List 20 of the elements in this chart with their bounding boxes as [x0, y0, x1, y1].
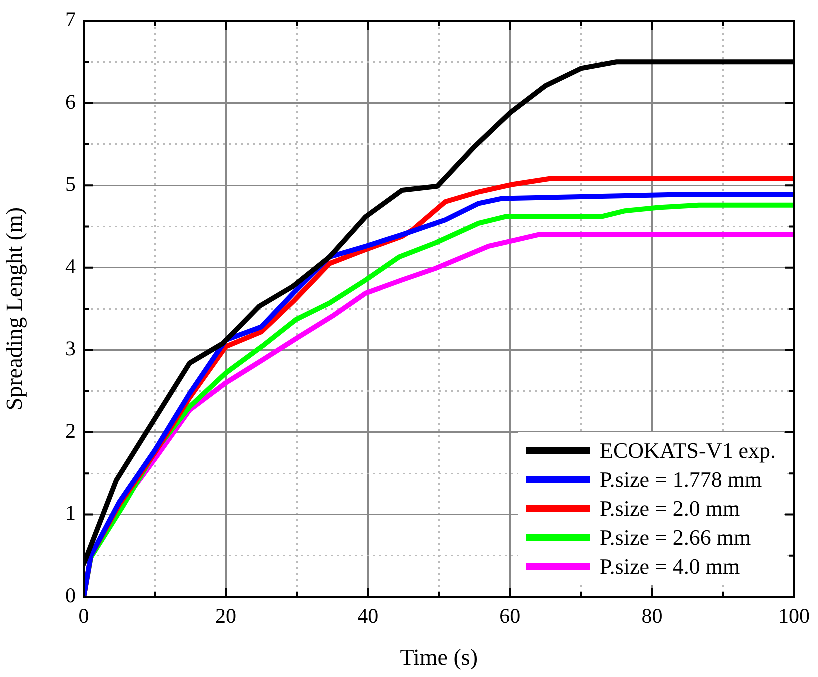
legend-label: P.size = 2.66 mm: [600, 524, 752, 552]
y-tick-label: 3: [66, 336, 76, 361]
legend-label: P.size = 1.778 mm: [600, 466, 762, 494]
legend-label: ECOKATS-V1 exp.: [600, 437, 776, 465]
y-tick-label: 5: [66, 172, 76, 196]
y-tick-label: 2: [66, 418, 76, 443]
y-tick-label: 7: [66, 8, 76, 32]
x-tick-label: 80: [642, 604, 663, 628]
y-tick-label: 1: [66, 501, 76, 526]
y-tick-label: 4: [66, 254, 76, 278]
x-tick-label: 60: [500, 604, 521, 628]
x-tick-label: 20: [216, 604, 237, 628]
legend-label: P.size = 4.0 mm: [600, 553, 740, 581]
x-tick-label: 40: [358, 604, 379, 628]
x-tick-label: 100: [778, 604, 810, 628]
y-tick-label: 6: [66, 90, 76, 114]
y-axis-title: Spreading Lenght (m): [2, 207, 27, 411]
y-tick-label: 0: [66, 584, 76, 608]
x-axis-title: Time (s): [400, 645, 478, 670]
legend-label: P.size = 2.0 mm: [600, 495, 740, 523]
